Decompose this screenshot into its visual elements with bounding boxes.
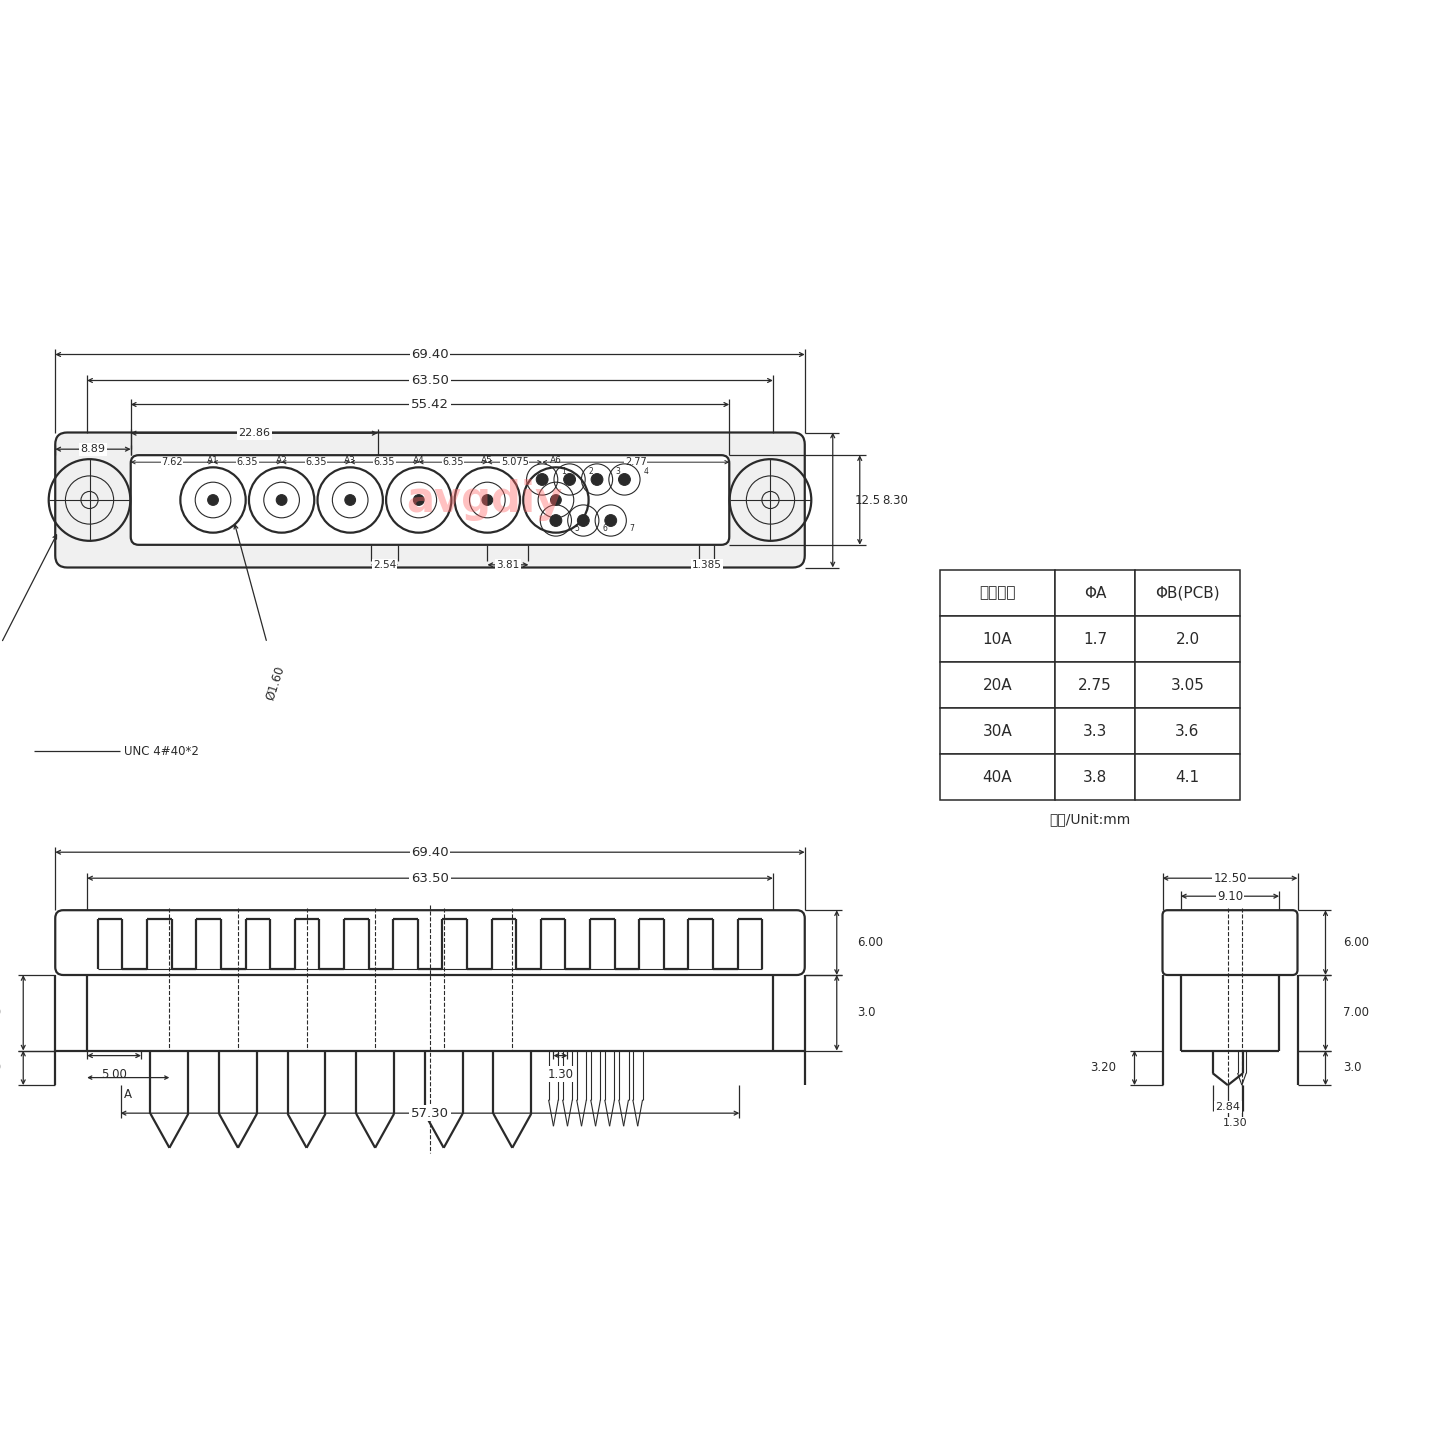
Text: 22.86: 22.86	[238, 428, 271, 438]
Text: 3.20: 3.20	[1090, 1061, 1116, 1074]
Bar	[940, 708, 1056, 755]
Text: 69.40: 69.40	[412, 348, 449, 361]
Circle shape	[590, 474, 603, 485]
Bar	[940, 662, 1056, 708]
Text: 3: 3	[616, 467, 621, 477]
Circle shape	[344, 495, 356, 505]
Text: 4: 4	[644, 467, 648, 477]
Circle shape	[550, 495, 562, 505]
Text: 单位/Unit:mm: 单位/Unit:mm	[1050, 812, 1130, 827]
Circle shape	[482, 495, 492, 505]
Text: A: A	[124, 1087, 132, 1100]
Text: 3.0: 3.0	[1344, 1061, 1362, 1074]
FancyBboxPatch shape	[131, 455, 729, 544]
Bar	[1135, 708, 1240, 755]
Text: 8.30: 8.30	[881, 494, 907, 507]
Text: 30A: 30A	[982, 723, 1012, 739]
Text: 额定电流: 额定电流	[979, 586, 1015, 600]
Bar	[1056, 570, 1135, 616]
Text: 3.8: 3.8	[1083, 769, 1107, 785]
Text: 7: 7	[629, 524, 635, 533]
Bar	[1056, 616, 1135, 662]
Circle shape	[207, 495, 219, 505]
Text: 55.42: 55.42	[410, 397, 449, 410]
Text: Ø1.60: Ø1.60	[264, 664, 287, 701]
Text: 3.6: 3.6	[1175, 723, 1200, 739]
Text: 20A: 20A	[982, 677, 1012, 693]
Text: 5: 5	[575, 524, 579, 533]
Text: 9.10: 9.10	[1217, 890, 1243, 903]
Text: 6.00: 6.00	[857, 936, 883, 949]
Bar	[1135, 570, 1240, 616]
Bar	[1135, 616, 1240, 662]
Text: 10A: 10A	[982, 632, 1012, 647]
Text: 6.00: 6.00	[1344, 936, 1369, 949]
Text: 7.62: 7.62	[161, 456, 183, 467]
Bar	[1056, 755, 1135, 801]
Text: 2.54: 2.54	[373, 560, 396, 570]
FancyBboxPatch shape	[55, 910, 805, 975]
Text: 63.50: 63.50	[410, 871, 449, 884]
Bar	[940, 616, 1056, 662]
Text: 12.50: 12.50	[1214, 871, 1247, 884]
Text: A3: A3	[344, 456, 356, 465]
Text: 3.0: 3.0	[857, 1007, 876, 1020]
Bar	[1056, 708, 1135, 755]
Text: 1.385: 1.385	[691, 560, 721, 570]
Text: 1.7: 1.7	[1083, 632, 1107, 647]
Text: 1: 1	[562, 467, 566, 477]
Text: 5.075: 5.075	[501, 456, 528, 467]
Circle shape	[276, 495, 287, 505]
Text: A5: A5	[481, 456, 494, 465]
Circle shape	[413, 495, 425, 505]
Text: 6.35: 6.35	[236, 456, 258, 467]
Text: 2.77: 2.77	[625, 456, 647, 467]
Text: 6: 6	[602, 524, 606, 533]
Text: 2: 2	[589, 467, 593, 477]
Text: 6.35: 6.35	[442, 456, 464, 467]
Text: 5.00: 5.00	[101, 1067, 127, 1080]
Circle shape	[550, 514, 562, 527]
Text: 69.40: 69.40	[412, 845, 449, 858]
Text: UNC 4#40*2: UNC 4#40*2	[124, 744, 199, 757]
Bar	[1135, 755, 1240, 801]
Text: A6: A6	[550, 456, 562, 465]
Text: 57.30: 57.30	[410, 1107, 449, 1120]
Text: 3.3: 3.3	[1083, 723, 1107, 739]
Bar	[940, 570, 1056, 616]
Text: ΦA: ΦA	[1084, 586, 1106, 600]
Bar	[940, 755, 1056, 801]
FancyBboxPatch shape	[1162, 910, 1297, 975]
Circle shape	[577, 514, 589, 527]
Bar	[1056, 662, 1135, 708]
Text: A2: A2	[275, 456, 288, 465]
Text: 12.50: 12.50	[855, 494, 888, 507]
Text: 63.50: 63.50	[410, 374, 449, 387]
Text: 4.1: 4.1	[1175, 769, 1200, 785]
Circle shape	[536, 474, 549, 485]
Text: 3.81: 3.81	[497, 560, 520, 570]
Text: A4: A4	[413, 456, 425, 465]
Text: 6.35: 6.35	[374, 456, 395, 467]
Text: 8.89: 8.89	[81, 444, 105, 454]
Text: 1.30: 1.30	[1223, 1117, 1247, 1128]
FancyBboxPatch shape	[55, 432, 805, 567]
Text: 1.30: 1.30	[547, 1067, 573, 1080]
Text: 3.05: 3.05	[1171, 677, 1204, 693]
Text: 2.75: 2.75	[1079, 677, 1112, 693]
Text: 2.0: 2.0	[1175, 632, 1200, 647]
Text: 7.00: 7.00	[1344, 1007, 1369, 1020]
Text: A1: A1	[207, 456, 219, 465]
Circle shape	[605, 514, 616, 527]
Text: 2.84: 2.84	[1215, 1102, 1240, 1112]
Text: ΦB(PCB): ΦB(PCB)	[1155, 586, 1220, 600]
Circle shape	[563, 474, 576, 485]
Text: 40A: 40A	[982, 769, 1012, 785]
Text: avgdiy: avgdiy	[406, 480, 562, 521]
Bar	[1135, 662, 1240, 708]
Text: 6.35: 6.35	[305, 456, 327, 467]
Circle shape	[619, 474, 631, 485]
